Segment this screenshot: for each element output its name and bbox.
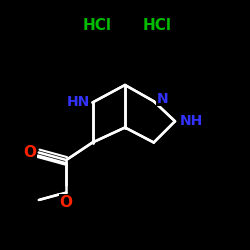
Text: O: O xyxy=(60,195,73,210)
Text: NH: NH xyxy=(180,114,203,128)
Text: N: N xyxy=(156,92,168,106)
Text: HCl: HCl xyxy=(83,18,112,32)
Text: HN: HN xyxy=(67,96,90,110)
Text: HCl: HCl xyxy=(143,18,172,32)
Text: O: O xyxy=(23,145,36,160)
